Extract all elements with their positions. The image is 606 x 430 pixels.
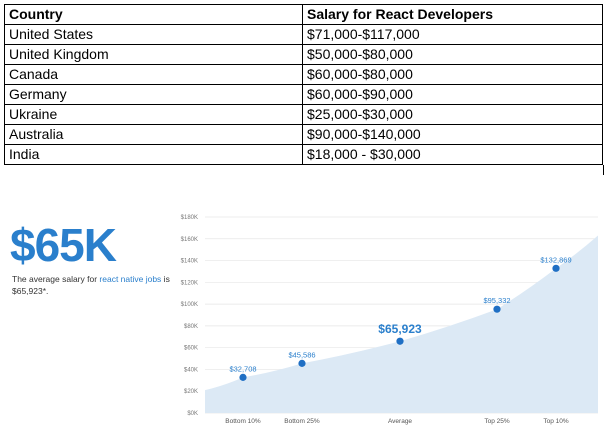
average-salary-summary: The average salary for react native jobs… [12,273,172,297]
country-cell: United Kingdom [4,44,303,65]
y-tick-label: $20K [184,389,198,395]
react-native-jobs-link[interactable]: react native jobs [99,274,162,284]
x-category-label: Top 25% [484,418,510,425]
average-salary-headline: $65K [10,219,117,271]
data-label: $65,923 [378,322,422,336]
data-point [298,359,306,367]
summary-text: The average salary for [12,274,100,284]
y-tick-label: $140K [181,259,198,265]
y-tick-label: $80K [184,324,198,330]
y-tick-label: $40K [184,367,198,373]
table-edge-mark [603,165,604,175]
table-row: India $18,000 - $30,000 [4,144,603,165]
y-tick-label: $100K [181,302,198,308]
x-category-label: Top 10% [543,418,569,425]
table-row: United Kingdom $50,000-$80,000 [4,44,603,65]
y-tick-label: $60K [184,346,198,352]
country-cell: Australia [4,124,303,145]
table-row: Germany $60,000-$90,000 [4,84,603,105]
data-label: $32,708 [229,364,256,373]
salary-area [205,235,598,413]
data-point [396,337,404,345]
data-point [239,373,247,381]
country-cell: India [4,144,303,165]
y-tick-label: $180K [181,215,198,221]
y-tick-label: $0K [187,411,198,417]
x-category-label: Average [388,418,412,425]
table-row: Australia $90,000-$140,000 [4,124,603,145]
data-point [552,264,560,272]
y-tick-label: $160K [181,237,198,243]
x-category-label: Bottom 25% [284,418,320,425]
data-label: $95,332 [483,296,510,305]
data-label: $132,869 [540,255,571,264]
data-point [493,305,501,313]
y-tick-label: $120K [181,280,198,286]
salary-cell: $18,000 - $30,000 [302,144,603,165]
x-category-label: Bottom 10% [225,418,261,425]
salary-cell: $90,000-$140,000 [302,124,603,145]
salary-table: Country Salary for React Developers Unit… [4,4,603,165]
data-label: $45,586 [288,350,315,359]
summary-text-end: is $65,923*. [12,274,170,296]
